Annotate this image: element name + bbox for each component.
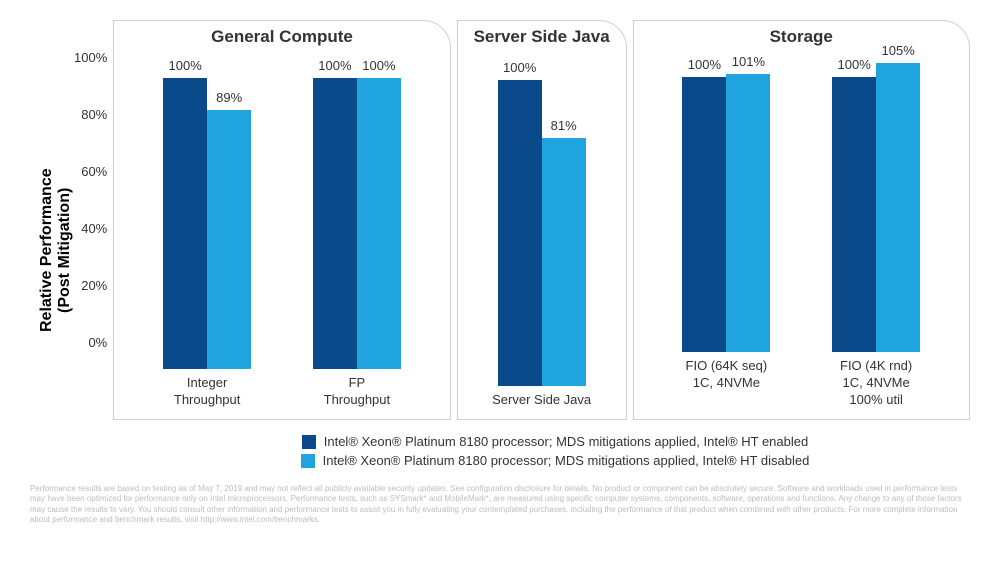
- legend-item: Intel® Xeon® Platinum 8180 processor; MD…: [140, 453, 970, 468]
- bar: 81%: [542, 138, 586, 386]
- panel-plot: 100%81%: [458, 49, 626, 386]
- chart-legend: Intel® Xeon® Platinum 8180 processor; MD…: [140, 434, 970, 468]
- category-label: Server Side Java: [476, 392, 608, 409]
- bar-group: 100%105%: [832, 49, 920, 352]
- y-tick-label: 20%: [74, 278, 107, 293]
- chart-panel: General Compute100%89%100%100%IntegerThr…: [113, 20, 451, 420]
- y-axis-label: Relative Performance (Post Mitigation): [30, 20, 74, 420]
- bar: 100%: [832, 77, 876, 353]
- bar-group: 100%100%: [313, 49, 401, 369]
- bar: 100%: [313, 78, 357, 369]
- category-labels: IntegerThroughputFPThroughput: [114, 369, 450, 419]
- y-tick-label: 100%: [74, 50, 107, 65]
- y-axis-label-line2: (Post Mitigation): [56, 187, 73, 312]
- legend-swatch: [301, 454, 315, 468]
- category-label: FIO (64K seq)1C, 4NVMe: [652, 358, 802, 409]
- panel-plot: 100%89%100%100%: [114, 49, 450, 369]
- legend-item: Intel® Xeon® Platinum 8180 processor; MD…: [140, 434, 970, 449]
- bar-group: 100%81%: [498, 49, 586, 386]
- bar-value-label: 100%: [503, 60, 536, 75]
- panel-plot: 100%101%100%105%: [634, 49, 970, 352]
- panel-title: Storage: [634, 21, 970, 49]
- y-axis-label-line1: Relative Performance: [38, 168, 55, 332]
- chart-panels: General Compute100%89%100%100%IntegerThr…: [113, 20, 970, 420]
- chart-footnote: Performance results are based on testing…: [30, 484, 970, 526]
- category-labels: FIO (64K seq)1C, 4NVMeFIO (4K rnd)1C, 4N…: [634, 352, 970, 419]
- chart-panel: Server Side Java100%81%Server Side Java: [457, 20, 627, 420]
- bar: 105%: [876, 63, 920, 353]
- bar-value-label: 105%: [882, 43, 915, 58]
- bar: 100%: [163, 78, 207, 369]
- bar: 100%: [498, 80, 542, 386]
- y-tick-label: 0%: [74, 335, 107, 350]
- chart-area: Relative Performance (Post Mitigation) 1…: [30, 20, 970, 420]
- bar-value-label: 100%: [362, 58, 395, 73]
- bar-value-label: 101%: [732, 54, 765, 69]
- bar-group: 100%89%: [163, 49, 251, 369]
- bar-value-label: 89%: [216, 90, 242, 105]
- bar: 100%: [357, 78, 401, 369]
- bar-value-label: 100%: [318, 58, 351, 73]
- bar: 100%: [682, 77, 726, 353]
- bar: 89%: [207, 110, 251, 369]
- bar-group: 100%101%: [682, 49, 770, 352]
- y-axis-ticks: 100% 80% 60% 40% 20% 0%: [74, 50, 113, 350]
- legend-label: Intel® Xeon® Platinum 8180 processor; MD…: [324, 434, 808, 449]
- category-labels: Server Side Java: [458, 386, 626, 419]
- y-tick-label: 60%: [74, 164, 107, 179]
- legend-swatch: [302, 435, 316, 449]
- category-label: IntegerThroughput: [132, 375, 282, 409]
- category-label: FPThroughput: [282, 375, 432, 409]
- chart-panel: Storage100%101%100%105%FIO (64K seq)1C, …: [633, 20, 971, 420]
- panel-title: Server Side Java: [458, 21, 626, 49]
- bar-value-label: 81%: [551, 118, 577, 133]
- bar-value-label: 100%: [169, 58, 202, 73]
- bar-value-label: 100%: [838, 57, 871, 72]
- category-label: FIO (4K rnd)1C, 4NVMe100% util: [801, 358, 951, 409]
- y-tick-label: 40%: [74, 221, 107, 236]
- bar: 101%: [726, 74, 770, 353]
- y-tick-label: 80%: [74, 107, 107, 122]
- legend-label: Intel® Xeon® Platinum 8180 processor; MD…: [323, 453, 810, 468]
- bar-value-label: 100%: [688, 57, 721, 72]
- panel-title: General Compute: [114, 21, 450, 49]
